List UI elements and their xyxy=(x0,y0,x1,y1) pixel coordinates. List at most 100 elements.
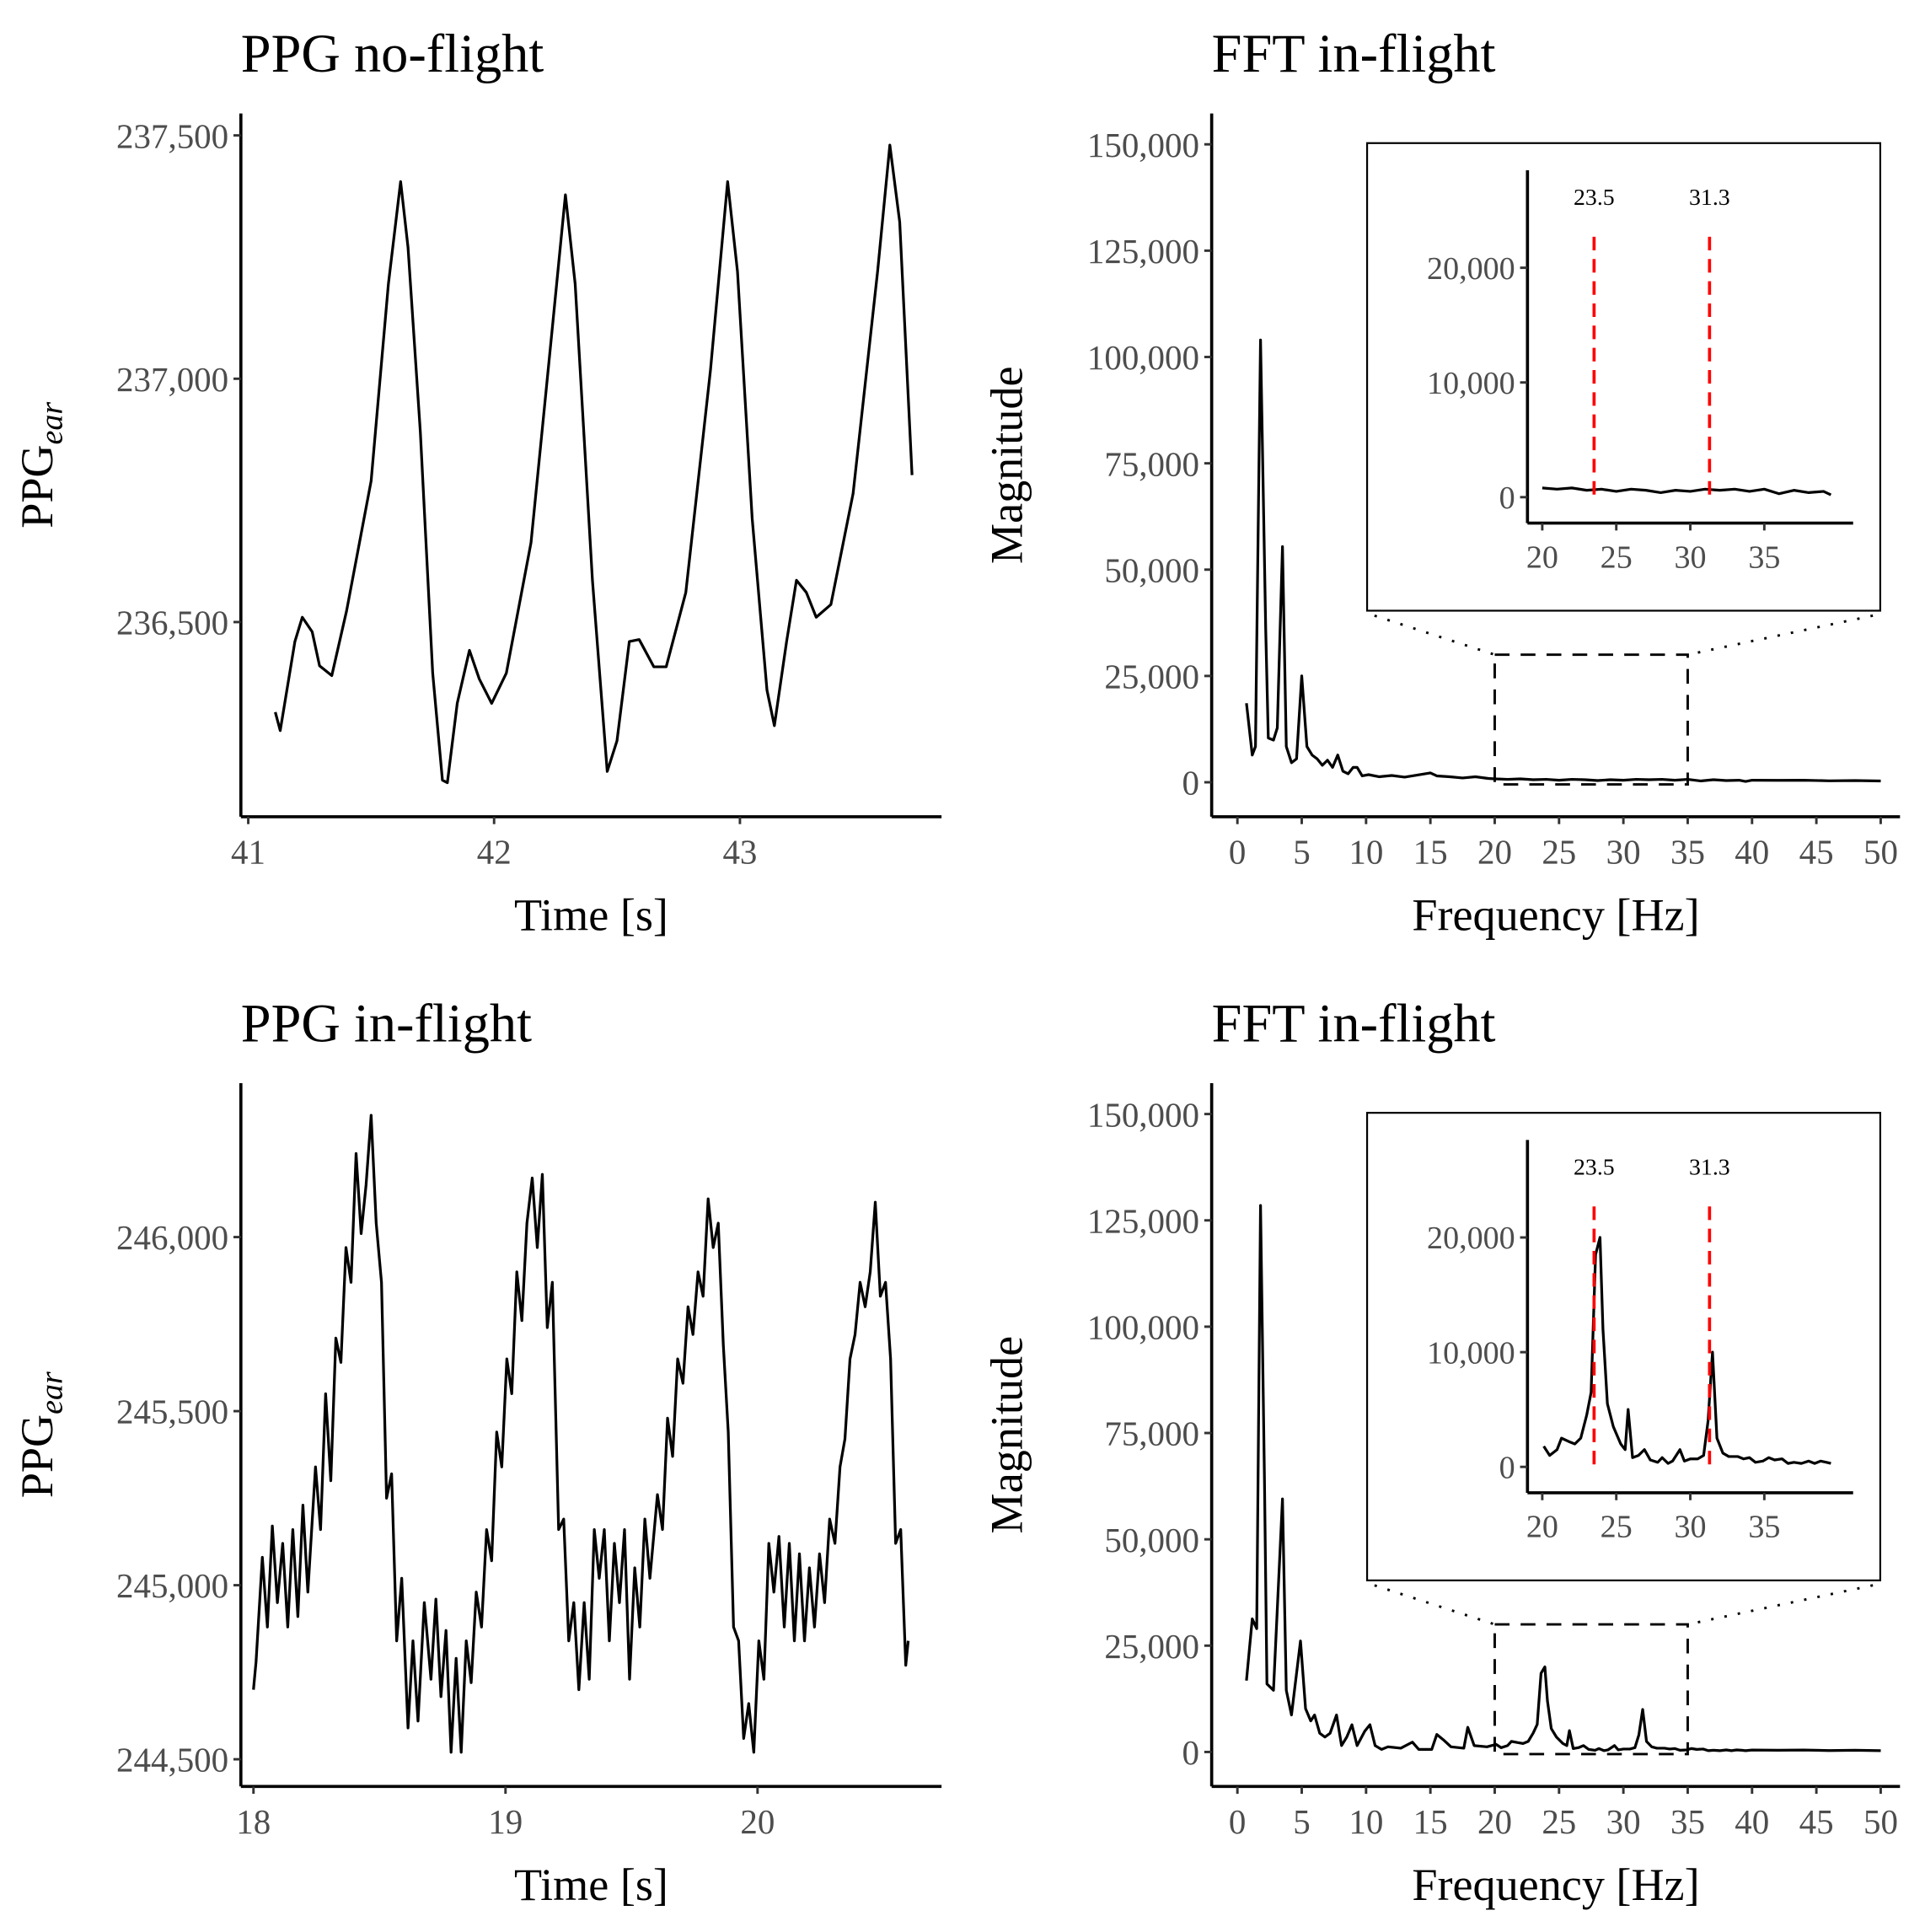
zoom-connector-right xyxy=(1687,614,1874,657)
inset-x-tick-label: 35 xyxy=(1748,1510,1780,1545)
y-tick-label: 244,500 xyxy=(116,1741,228,1779)
series-line xyxy=(274,143,914,785)
inset-series-line xyxy=(1542,486,1832,496)
x-axis-title: Time [s] xyxy=(514,890,668,941)
frequency-marker-label: 31.3 xyxy=(1689,185,1730,211)
x-tick-label: 18 xyxy=(236,1802,271,1841)
inset-frame xyxy=(1365,142,1882,612)
y-tick-label: 25,000 xyxy=(1104,657,1199,696)
x-tick-label: 35 xyxy=(1670,833,1705,872)
y-axis-title: PPGear xyxy=(12,1371,70,1498)
series-line xyxy=(252,1114,910,1754)
y-axis-title-main: Magnitude xyxy=(981,366,1032,564)
y-tick-label: 75,000 xyxy=(1104,444,1199,483)
y-tick-label: 237,000 xyxy=(116,360,228,399)
x-tick-label: 20 xyxy=(1477,833,1512,872)
y-tick-label: 125,000 xyxy=(1087,232,1199,271)
x-tick-label: 10 xyxy=(1349,1802,1383,1841)
y-tick-label: 50,000 xyxy=(1104,1521,1199,1559)
inset-x-tick-label: 25 xyxy=(1601,539,1633,575)
inset-x-tick-label: 20 xyxy=(1526,1510,1558,1545)
y-axis-title: Magnitude xyxy=(981,366,1032,564)
inset-y-tick-label: 10,000 xyxy=(1427,366,1515,401)
x-tick-label: 42 xyxy=(477,833,512,872)
x-tick-label: 0 xyxy=(1229,1802,1246,1841)
chart-title: FFT in-flight xyxy=(1212,993,1496,1053)
inset-x-tick-label: 30 xyxy=(1675,539,1707,575)
y-tick-label: 150,000 xyxy=(1087,126,1199,164)
frequency-marker-label: 23.5 xyxy=(1574,185,1615,211)
x-tick-label: 30 xyxy=(1606,1802,1641,1841)
inset-y-tick-label: 0 xyxy=(1499,1450,1515,1485)
y-tick-label: 245,000 xyxy=(116,1566,228,1605)
y-tick-label: 150,000 xyxy=(1087,1095,1199,1134)
panel-4: FFT in-flight 0 5 10 15 20 25 30 35 40 45 50 0 25,000… xyxy=(981,993,1901,1910)
x-tick-label: 25 xyxy=(1542,833,1576,872)
x-tick-label: 5 xyxy=(1293,833,1310,872)
y-tick-label: 246,000 xyxy=(116,1218,228,1257)
panel-1: PPG no-flight 41 42 43 236,500 237,000 237,500… xyxy=(12,24,942,941)
y-tick-label: 100,000 xyxy=(1087,1308,1199,1347)
y-tick-label: 236,500 xyxy=(116,604,228,642)
x-tick-label: 45 xyxy=(1799,1802,1834,1841)
inset-y-tick-label: 10,000 xyxy=(1427,1335,1515,1371)
x-tick-label: 0 xyxy=(1229,833,1246,872)
x-tick-label: 10 xyxy=(1349,833,1383,872)
zoom-region-box xyxy=(1493,653,1689,786)
y-tick-label: 100,000 xyxy=(1087,338,1199,377)
y-tick-label: 25,000 xyxy=(1104,1627,1199,1666)
series-line xyxy=(1245,338,1881,783)
inset-frame xyxy=(1365,1112,1882,1581)
y-tick-label: 245,500 xyxy=(116,1393,228,1431)
y-axis-title-subscript: ear xyxy=(35,1371,70,1414)
chart-title: FFT in-flight xyxy=(1212,24,1496,83)
x-axis-title: Frequency [Hz] xyxy=(1412,890,1699,941)
x-tick-label: 41 xyxy=(231,833,265,872)
y-axis-title-subscript: ear xyxy=(35,402,70,445)
panel-3: PPG in-flight 18 19 20 244,500 245,000 245,500… xyxy=(12,993,942,1910)
y-axis-title-main: PPG xyxy=(12,444,62,528)
inset-y-tick-label: 20,000 xyxy=(1427,251,1515,287)
x-axis-title: Frequency [Hz] xyxy=(1412,1860,1699,1910)
x-tick-label: 30 xyxy=(1606,833,1641,872)
series-line xyxy=(1245,1204,1881,1752)
x-tick-label: 40 xyxy=(1735,833,1769,872)
x-tick-label: 50 xyxy=(1863,1802,1898,1841)
inset-y-tick-label: 20,000 xyxy=(1427,1221,1515,1256)
zoom-connector-left xyxy=(1374,614,1495,657)
inset-y-tick-label: 0 xyxy=(1499,480,1515,516)
x-tick-label: 35 xyxy=(1670,1802,1705,1841)
x-tick-label: 15 xyxy=(1413,1802,1448,1841)
y-axis-title: PPGear xyxy=(12,402,70,529)
y-tick-label: 125,000 xyxy=(1087,1201,1199,1240)
x-tick-label: 45 xyxy=(1799,833,1834,872)
y-axis-title-main: Magnitude xyxy=(981,1336,1032,1534)
x-tick-label: 5 xyxy=(1293,1802,1310,1841)
y-tick-label: 0 xyxy=(1182,764,1199,802)
chart-title: PPG in-flight xyxy=(241,993,532,1053)
zoom-connector-right xyxy=(1687,1584,1874,1626)
x-tick-label: 40 xyxy=(1735,1802,1769,1841)
zoom-region-box xyxy=(1493,1623,1689,1756)
inset-plot: 20 25 30 35 0 10,000 20,000 23.5 31.3 xyxy=(1365,1112,1882,1581)
x-tick-label: 25 xyxy=(1542,1802,1576,1841)
inset-plot: 20 25 30 35 0 10,000 20,000 23.5 31.3 xyxy=(1365,142,1882,612)
x-tick-label: 19 xyxy=(488,1802,523,1841)
frequency-marker-label: 23.5 xyxy=(1574,1154,1615,1180)
y-axis-title: Magnitude xyxy=(981,1336,1032,1534)
x-tick-label: 50 xyxy=(1863,833,1898,872)
y-axis-title-main: PPG xyxy=(12,1414,62,1498)
x-tick-label: 43 xyxy=(722,833,757,872)
x-tick-label: 20 xyxy=(740,1802,775,1841)
inset-x-tick-label: 30 xyxy=(1675,1510,1707,1545)
y-tick-label: 237,500 xyxy=(116,116,228,155)
x-tick-label: 15 xyxy=(1413,833,1448,872)
zoom-connector-left xyxy=(1374,1584,1495,1626)
inset-x-tick-label: 25 xyxy=(1601,1510,1633,1545)
inset-x-tick-label: 20 xyxy=(1526,539,1558,575)
inset-x-tick-label: 35 xyxy=(1748,539,1780,575)
chart-title: PPG no-flight xyxy=(241,24,544,83)
x-axis-title: Time [s] xyxy=(514,1860,668,1910)
y-tick-label: 75,000 xyxy=(1104,1414,1199,1453)
